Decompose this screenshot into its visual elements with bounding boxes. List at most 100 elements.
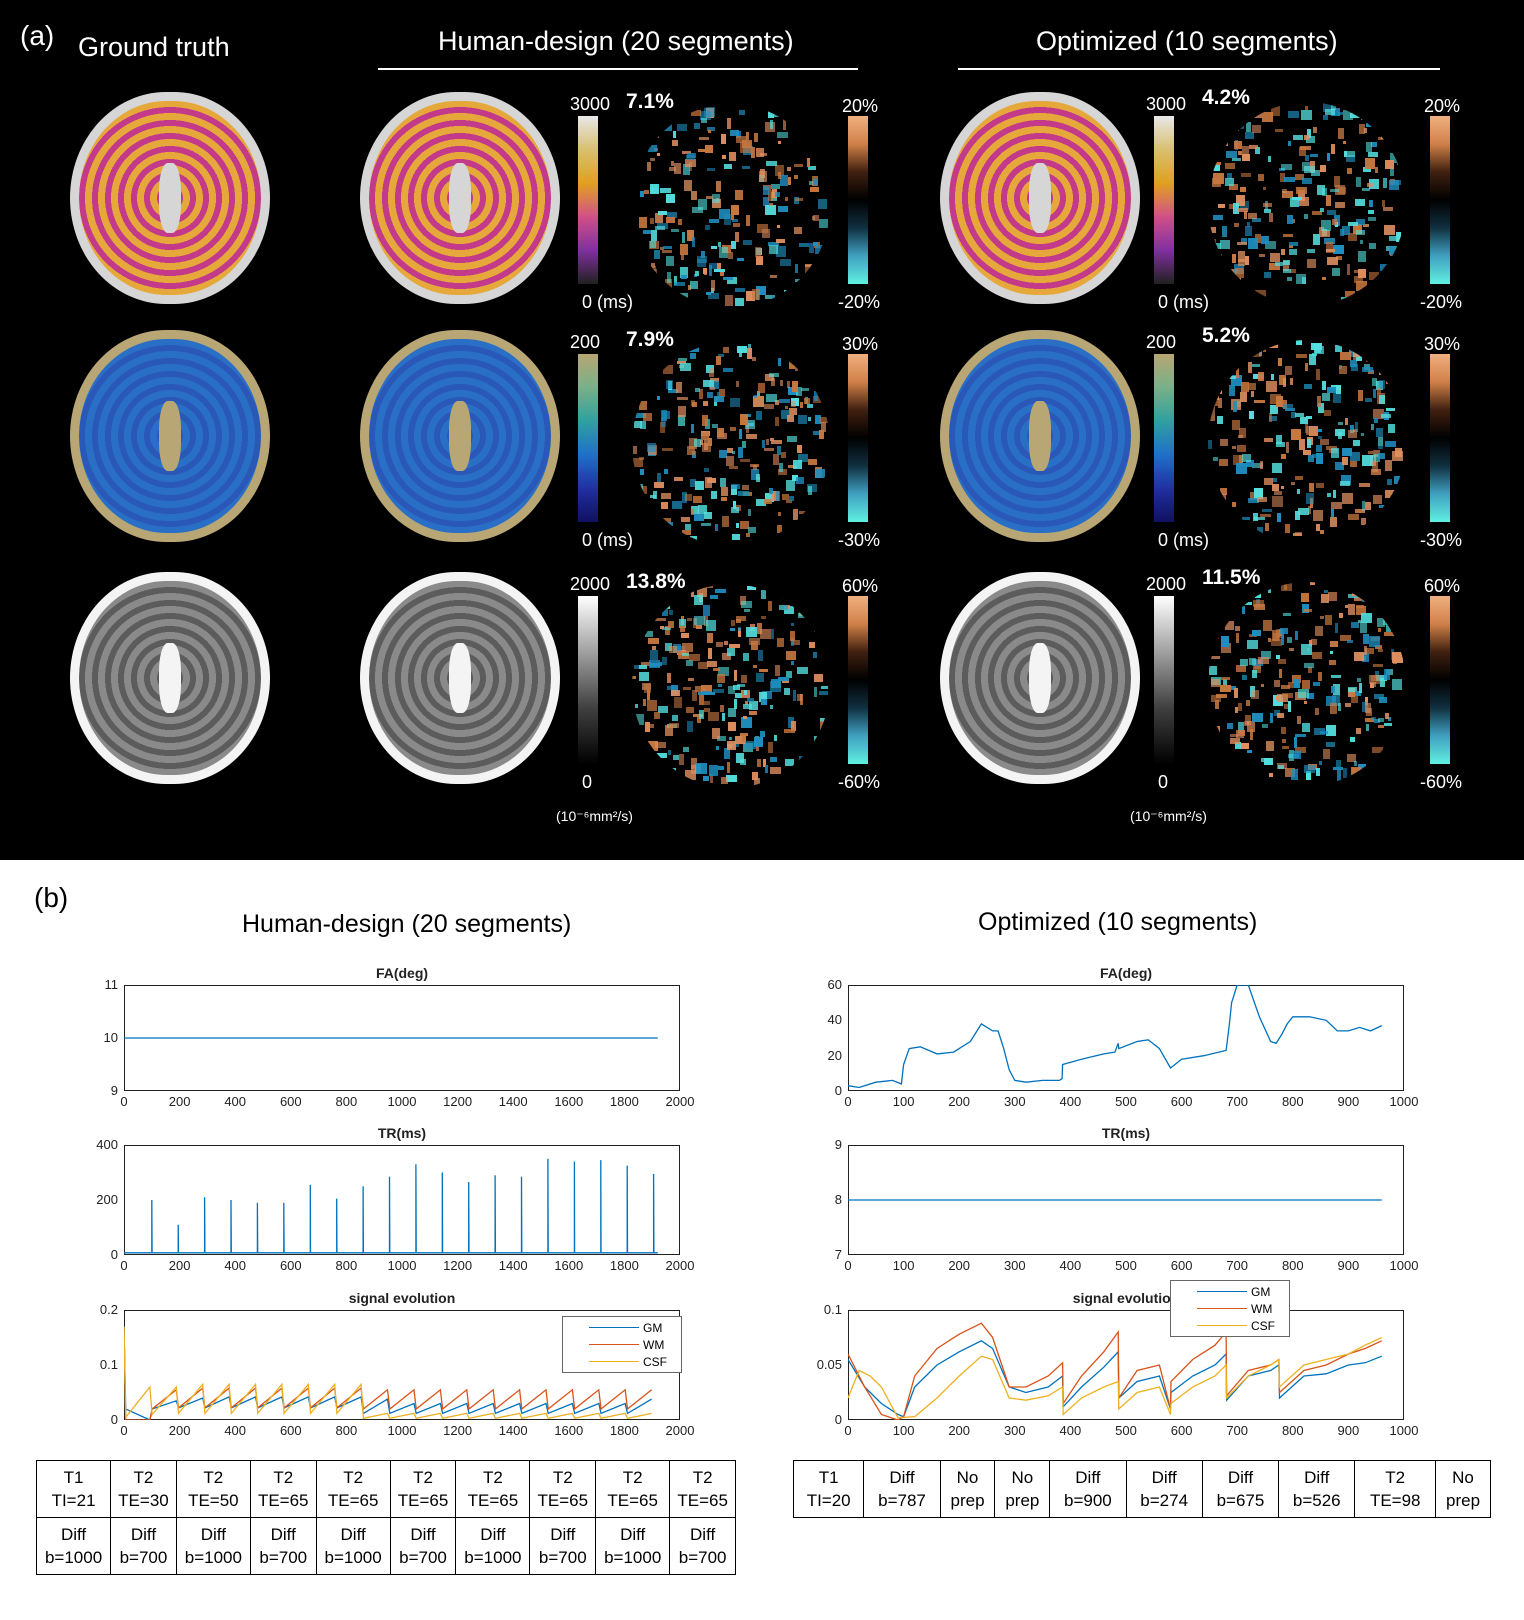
- plot-3-xtick-4: 800: [335, 1423, 358, 1438]
- plot-3-ytick-0: 0: [110, 1412, 118, 1427]
- plot-6-xtick-2: 200: [948, 1423, 971, 1438]
- opt-table-row-1-cell-3: No prep: [939, 1460, 996, 1518]
- opt-errorbar-min-row-2: -30%: [1420, 530, 1463, 550]
- opt-table-row-1-cell-8: Diff b=526: [1278, 1460, 1356, 1518]
- opt-colorbar-min-row-2: 0 (ms): [1158, 530, 1209, 550]
- optimized-map-row-1: [940, 92, 1140, 304]
- plot-3-xtick-10: 2000: [665, 1423, 695, 1438]
- human-map-colorbar-row-1: [578, 116, 598, 284]
- human-errorbar-min-row-2: -30%: [838, 530, 881, 550]
- human-colorbar-min-row-2: 0 (ms): [582, 530, 633, 550]
- optimized-map-row-2: [940, 330, 1140, 542]
- plot-5-xtick-2: 200: [948, 1258, 971, 1273]
- plot-6-xtick-10: 1000: [1389, 1423, 1419, 1438]
- legend-label-wm: WM: [1251, 1301, 1273, 1316]
- human-error-colorbar-row-1: [848, 116, 868, 284]
- plot-5-xtick-3: 300: [1003, 1258, 1026, 1273]
- plot-2: [124, 1145, 680, 1255]
- optimized-error-colorbar-row-1: [1430, 116, 1450, 284]
- human-table-row-1-cell-4: T2 TE=65: [249, 1460, 317, 1518]
- ground-truth-map-row-2: [70, 330, 270, 542]
- legend-swatch-wm: [589, 1344, 639, 1345]
- legend-label-gm: GM: [643, 1320, 663, 1335]
- plot-5-xtick-9: 900: [1337, 1258, 1360, 1273]
- ground-truth-title: Ground truth: [78, 32, 230, 62]
- legend-label-csf: CSF: [1251, 1318, 1275, 1333]
- plot-6-xtick-8: 800: [1281, 1423, 1304, 1438]
- human-table-row-2-cell-8: Diff b=700: [529, 1517, 597, 1575]
- human-table-row-2-cell-6: Diff b=700: [389, 1517, 457, 1575]
- plot-4-xtick-2: 200: [948, 1094, 971, 1109]
- plot-5-ytick-0: 7: [834, 1247, 842, 1262]
- plot-3-xtick-3: 600: [279, 1423, 302, 1438]
- opt-colorbar-min-row-3: 0: [1158, 772, 1169, 792]
- panel-b-human-title: Human-design (20 segments): [242, 910, 572, 938]
- human-colorbar-min-row-1: 0 (ms): [582, 292, 633, 312]
- plot-3-legend: GM WM CSF: [562, 1316, 682, 1373]
- human-table-row-1-cell-6: T2 TE=65: [389, 1460, 457, 1518]
- ground-truth-map-row-3: [70, 572, 270, 784]
- legend-item-csf: CSF: [567, 1353, 677, 1370]
- plot-1-xtick-7: 1400: [498, 1094, 528, 1109]
- optimized-error-map-row-2: [1208, 340, 1406, 544]
- plot-2-xtick-0: 0: [120, 1258, 128, 1273]
- plot-6-ytick-0: 0: [834, 1412, 842, 1427]
- plot-3-xtick-9: 1800: [609, 1423, 639, 1438]
- plot-2-xtick-6: 1200: [443, 1258, 473, 1273]
- plot-6-xtick-0: 0: [844, 1423, 852, 1438]
- opt-errorbar-max-row-2: 30%: [1424, 334, 1461, 354]
- legend-item-wm: WM: [1175, 1300, 1285, 1317]
- plot-4-xtick-4: 400: [1059, 1094, 1082, 1109]
- human-errorbar-min-row-1: -20%: [838, 292, 881, 312]
- plot-4: [848, 985, 1404, 1091]
- plot-6-xtick-9: 900: [1337, 1423, 1360, 1438]
- human-table-row-2-cell-1: Diff b=1000: [35, 1517, 112, 1575]
- human-design-map-row-3: [360, 572, 560, 784]
- optimized-error-percent-row-1: 4.2%: [1202, 86, 1250, 109]
- plot-5-xtick-5: 500: [1115, 1258, 1137, 1273]
- optimized-map-colorbar-row-2: [1154, 354, 1174, 522]
- plot-6-xtick-6: 600: [1170, 1423, 1193, 1438]
- optimized-error-map-row-3: [1208, 582, 1406, 786]
- human-table-row-2-cell-3: Diff b=1000: [175, 1517, 251, 1575]
- plot-2-xtick-10: 2000: [665, 1258, 695, 1273]
- human-table-row-1-cell-2: T2 TE=30: [110, 1460, 177, 1518]
- plot-3-ytick-1: 0.1: [99, 1357, 118, 1372]
- plot-5-xtick-8: 800: [1281, 1258, 1304, 1273]
- plot-6-series-csf: [848, 1336, 1383, 1419]
- plot-4-xtick-8: 800: [1281, 1094, 1304, 1109]
- plot-4-title: FA(deg): [1099, 965, 1153, 981]
- opt-colorbar-max-row-1: 3000: [1146, 94, 1187, 114]
- panel-b-optimized-title: Optimized (10 segments): [978, 908, 1258, 936]
- plot-5-xtick-1: 100: [892, 1258, 915, 1273]
- plot-3-ytick-2: 0.2: [99, 1302, 118, 1317]
- plot-4-xtick-3: 300: [1003, 1094, 1026, 1109]
- human-errorbar-max-row-1: 20%: [842, 96, 879, 116]
- human-error-percent-row-2: 7.9%: [626, 328, 674, 351]
- plot-4-ytick-0: 0: [834, 1083, 842, 1098]
- opt-table-row-1-cell-10: No prep: [1435, 1460, 1491, 1518]
- plot-5-canvas: [848, 1199, 1382, 1201]
- plot-3-xtick-6: 1200: [443, 1423, 473, 1438]
- human-table-row-2-cell-10: Diff b=700: [669, 1517, 736, 1575]
- legend-swatch-gm: [589, 1327, 639, 1328]
- plot-5-xtick-7: 700: [1226, 1258, 1249, 1273]
- human-error-map-row-2: [632, 342, 830, 546]
- legend-swatch-csf: [589, 1361, 639, 1362]
- plot-2-xtick-1: 200: [168, 1258, 191, 1273]
- opt-table-row-1-cell-5: Diff b=900: [1049, 1460, 1127, 1518]
- opt-table-row-1-cell-9: T2 TE=98: [1354, 1460, 1437, 1518]
- plot-5-xtick-10: 1000: [1389, 1258, 1419, 1273]
- plot-1-xtick-3: 600: [279, 1094, 302, 1109]
- plot-1-xtick-1: 200: [168, 1094, 191, 1109]
- human-table-row-1-cell-3: T2 TE=50: [175, 1460, 251, 1518]
- human-table-row-1-cell-10: T2 TE=65: [669, 1460, 736, 1518]
- human-error-map-row-3: [632, 584, 830, 788]
- plot-6-legend: GM WM CSF: [1170, 1280, 1290, 1337]
- opt-colorbar-max-row-2: 200: [1146, 332, 1177, 352]
- human-table-row-2: Diff b=1000 Diff b=700 Diff b=1000 Diff b=700 Di…: [35, 1517, 736, 1575]
- optimized-error-colorbar-row-2: [1430, 354, 1450, 522]
- plot-4-ytick-1: 20: [827, 1047, 842, 1063]
- plot-2-xtick-5: 1000: [387, 1258, 417, 1273]
- optimized-map-colorbar-row-3: [1154, 596, 1174, 764]
